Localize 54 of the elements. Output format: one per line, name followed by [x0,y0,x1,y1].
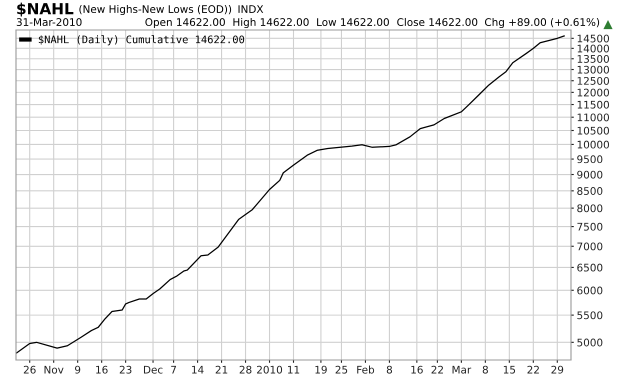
y-tick-label: 9000 [577,170,602,179]
y-tick-label: 6000 [577,286,602,294]
y-tick-label: 10000 [578,140,609,149]
x-tick-label: 11 [288,366,300,374]
text: INDX [238,5,264,13]
x-tick-label: 16 [411,366,423,374]
x-tick-label: Mar [452,366,472,374]
y-tick-label: 11000 [578,113,609,122]
y-tick-label: 8500 [577,187,602,195]
x-tick-label: 15 [504,366,516,374]
y-tick-label: 7000 [577,242,602,250]
x-tick-label: 22 [527,366,539,374]
y-tick-label: 5500 [577,311,602,320]
y-tick-label: 12500 [578,76,609,85]
x-tick-label: 19 [315,366,327,374]
y-tick-label: 8000 [577,204,602,212]
chart-subtitle: (New Highs-New Lows (EOD)) [79,4,232,16]
y-tick-label: 7500 [577,222,602,231]
text: High 14622.00 [233,18,309,28]
y-tick-label: 14000 [578,44,609,52]
y-tick-label: 13000 [578,66,609,74]
text: 31-Mar-2010 [16,18,82,26]
x-tick-label: 14 [192,366,204,374]
text: Low 14622.00 [317,18,389,26]
x-tick-label: Feb [357,366,374,374]
x-tick-label: Dec [144,366,162,374]
x-tick-label: 7 [171,366,176,374]
y-tick-label: 9500 [577,155,602,164]
x-tick-label: Nov [44,366,64,374]
text: Close 14622.00 [397,18,478,26]
x-tick-label: 2010 [257,366,282,374]
x-tick-label: 16 [96,366,108,374]
y-tick-label: 13500 [578,54,609,63]
y-tick-label: 10500 [578,126,609,135]
x-tick-label: 28 [240,366,252,374]
x-tick-label: 26 [24,366,36,374]
y-tick-label: 5000 [577,338,602,346]
y-tick-label: 11500 [578,100,609,109]
y-tick-label: 14500 [578,34,609,42]
x-tick-label: 21 [216,366,228,374]
x-tick-label: 8 [482,366,488,374]
x-tick-label: 29 [551,366,564,374]
x-tick-label: 9 [75,366,80,374]
text: Chg +89.00 (+0.61%) [484,18,600,28]
y-tick-label: 6500 [577,264,602,272]
line-series [16,35,565,354]
x-tick-label: 8 [386,366,392,374]
x-tick-label: 22 [432,366,443,374]
text: Open 14622.00 [145,18,225,28]
y-tick-label: 12000 [578,88,609,96]
chart-title: $NAHL [17,2,74,16]
legend-label: $NAHL (Daily) Cumulative 14622.00 [38,35,244,46]
x-tick-label: 25 [336,366,348,374]
x-tick-label: 23 [120,366,132,374]
